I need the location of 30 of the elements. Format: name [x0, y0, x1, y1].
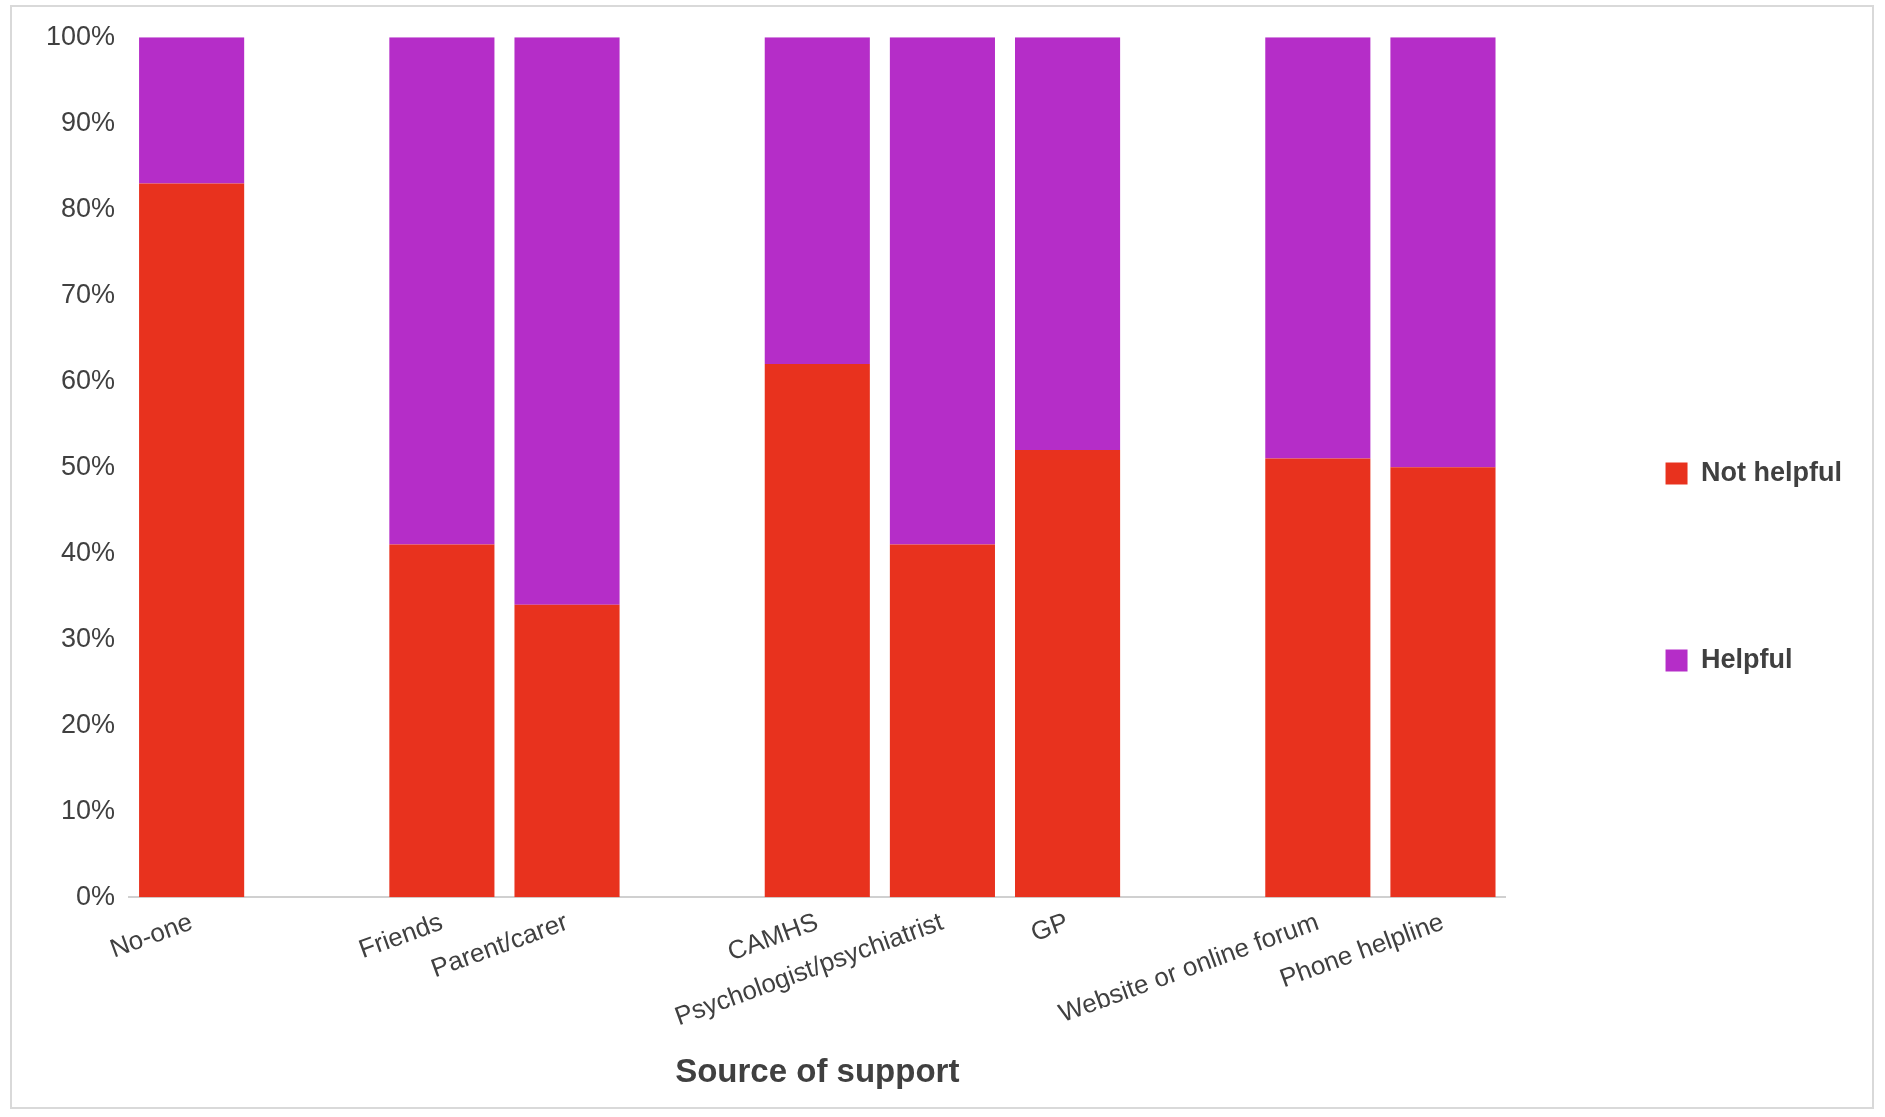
x-tick-label: GP [1026, 906, 1073, 948]
bar [764, 37, 870, 365]
bar [389, 544, 495, 898]
bar [514, 604, 620, 898]
x-axis-title: Source of support [675, 1052, 960, 1090]
y-tick-label: 10% [61, 794, 116, 825]
bar [1015, 450, 1121, 898]
y-tick-label: 90% [61, 106, 116, 137]
bar [389, 37, 495, 545]
bar [1015, 37, 1121, 451]
bar [514, 37, 620, 605]
bar [1265, 37, 1371, 459]
bar [1390, 37, 1496, 468]
y-tick-label: 80% [61, 192, 116, 223]
bar [889, 37, 995, 545]
bar [139, 37, 245, 184]
bar [139, 183, 245, 898]
y-tick-label: 100% [45, 20, 116, 51]
bar [889, 544, 995, 898]
y-tick-label: 70% [61, 278, 116, 309]
y-tick-label: 50% [61, 450, 116, 481]
bar [1390, 467, 1496, 898]
y-tick-label: 30% [61, 622, 116, 653]
bar [1265, 458, 1371, 898]
y-tick-label: 60% [61, 364, 116, 395]
y-tick-label: 40% [61, 536, 116, 567]
legend-label: Helpful [1701, 643, 1793, 674]
bar [764, 364, 870, 898]
legend-label: Not helpful [1701, 456, 1843, 487]
y-tick-label: 20% [61, 708, 116, 739]
